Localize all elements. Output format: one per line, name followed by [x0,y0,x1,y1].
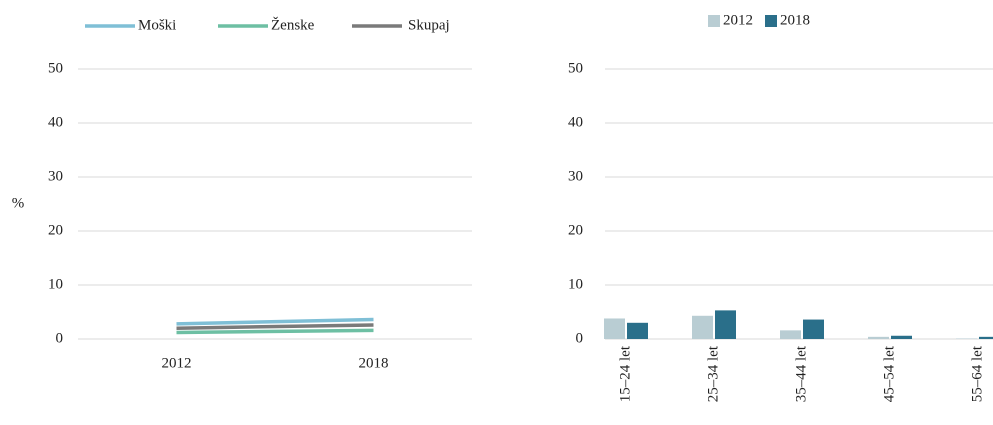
y-tick-label: 50 [568,60,583,76]
y-tick-label: 30 [48,168,63,184]
x-tick-label: 35–44 let [793,345,809,402]
bar [692,315,713,339]
legend-label: Ženske [271,16,315,33]
x-tick-label: 45–54 let [881,345,897,402]
bar [715,310,736,339]
y-tick-label: 40 [48,114,63,130]
legend-swatch [765,15,777,27]
bar [979,336,993,339]
y-tick-label: 10 [568,276,583,292]
bar [780,330,801,339]
legend-label: 2018 [780,12,810,28]
bar [604,318,625,339]
y-tick-label: 20 [568,222,583,238]
bar [803,319,824,339]
y-tick-label: 30 [568,168,583,184]
bar [956,338,977,339]
x-tick-label: 55–64 let [969,345,985,402]
legend-label: Skupaj [408,17,450,33]
bar [868,336,889,339]
bar [627,322,648,339]
legend-label: 2012 [723,12,753,28]
y-tick-label: 20 [48,222,63,238]
line-series [176,328,374,335]
y-tick-label: 0 [56,330,64,346]
x-tick-label: 15–24 let [617,345,633,402]
y-tick-label: 10 [48,276,63,292]
x-tick-label: 2012 [162,355,192,371]
legend-swatch [708,15,720,27]
y-tick-label: 50 [48,60,63,76]
legend-label: Moški [138,17,176,33]
x-tick-label: 25–34 let [705,345,721,402]
line-series [176,317,374,326]
y-tick-label: 0 [576,330,584,346]
bar [891,335,912,339]
y-axis-label: % [12,195,25,211]
x-tick-label: 2018 [359,355,389,371]
y-tick-label: 40 [568,114,583,130]
line-series [176,323,374,330]
